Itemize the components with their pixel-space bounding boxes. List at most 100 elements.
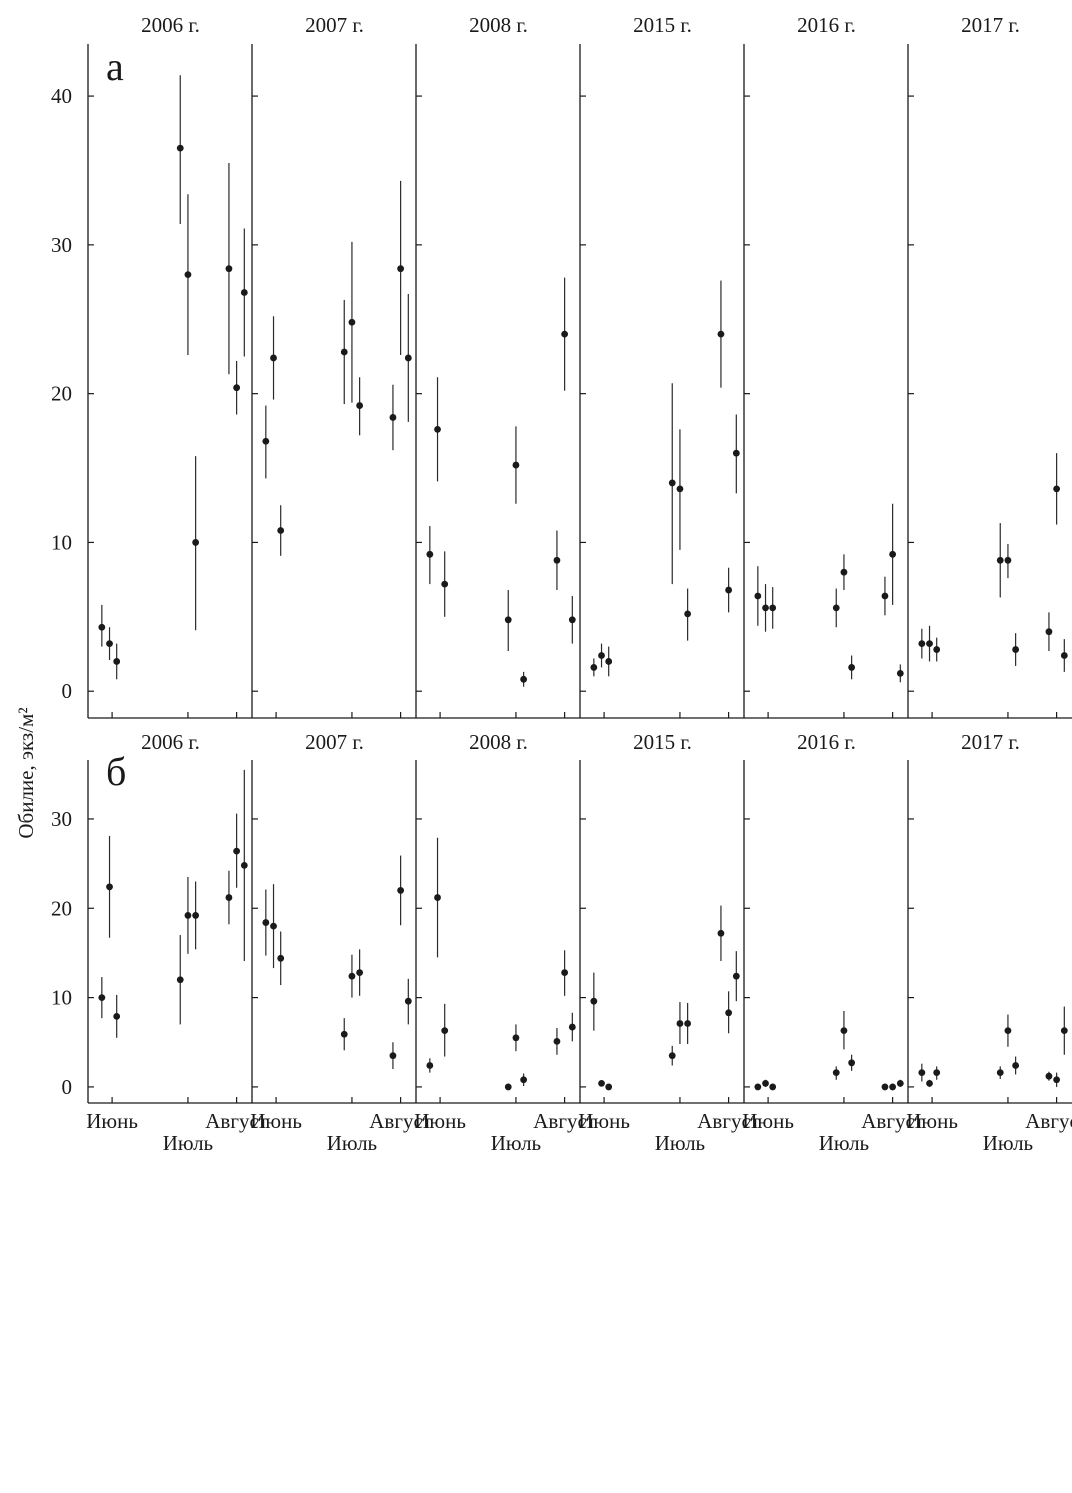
data-point: [598, 1079, 605, 1087]
data-point: [918, 1069, 926, 1077]
y-tick-label: 20: [51, 896, 72, 920]
data-point: [832, 604, 840, 612]
data-point: [404, 997, 412, 1005]
data-point: [684, 610, 692, 618]
data-point: [106, 640, 113, 648]
data-point: [840, 1027, 848, 1035]
data-point: [668, 1052, 676, 1060]
facet-2008: 2008 г.: [415, 13, 580, 719]
data-point: [668, 479, 676, 487]
data-point: [762, 1079, 769, 1087]
facet-title: 2008 г.: [469, 730, 528, 754]
x-tick-label: Июль: [983, 1131, 1033, 1155]
data-point: [926, 640, 933, 648]
data-point: [832, 1069, 840, 1077]
facet-2007: 2007 г.: [251, 13, 416, 719]
data-point: [769, 604, 777, 612]
data-point: [340, 348, 348, 356]
data-point: [725, 586, 733, 594]
y-tick-label: 10: [51, 530, 72, 554]
panel-1: а 2006 г. 0 10 20 30 40 2007 г. 2008 г. 2015 г. 20…: [51, 13, 1072, 719]
data-point: [896, 669, 904, 677]
data-point: [184, 912, 192, 919]
data-point: [561, 330, 569, 338]
data-point: [933, 1069, 941, 1077]
data-point: [881, 592, 889, 600]
data-point: [434, 894, 441, 901]
x-tick-label: Август: [369, 1109, 432, 1133]
data-point: [520, 1076, 528, 1084]
y-tick-label: 30: [51, 807, 72, 831]
x-tick-label: Август: [861, 1109, 924, 1133]
data-point: [590, 997, 598, 1005]
data-point: [404, 354, 412, 362]
data-point: [933, 646, 941, 653]
data-point: [754, 1083, 762, 1091]
data-point: [598, 652, 605, 659]
data-point: [1012, 1062, 1020, 1069]
data-point: [225, 894, 233, 901]
x-tick-label: Июль: [163, 1131, 213, 1155]
data-point: [762, 604, 769, 612]
x-tick-label: Июль: [327, 1131, 377, 1155]
data-point: [434, 425, 441, 433]
data-point: [113, 658, 121, 665]
data-point: [277, 527, 285, 534]
data-point: [192, 912, 200, 919]
data-point: [684, 1020, 692, 1027]
data-point: [996, 556, 1004, 564]
facet-2016: 2016 г.: [743, 13, 908, 719]
data-point: [553, 1037, 561, 1045]
data-point: [1045, 628, 1053, 636]
data-point: [389, 414, 397, 421]
data-point: [184, 271, 192, 279]
data-point: [225, 265, 233, 273]
data-point: [1060, 652, 1068, 659]
data-point: [848, 664, 856, 671]
data-point: [881, 1083, 889, 1091]
panel-label: б: [106, 749, 126, 794]
data-point: [1004, 1027, 1012, 1035]
y-tick-label: 10: [51, 986, 72, 1010]
data-point: [676, 1020, 684, 1027]
facet-title: 2008 г.: [469, 13, 528, 37]
data-point: [561, 969, 569, 976]
data-point: [840, 568, 848, 576]
y-tick-label: 30: [51, 233, 72, 257]
panel-label: а: [106, 44, 124, 89]
data-point: [717, 929, 725, 937]
data-point: [106, 883, 113, 891]
data-point: [754, 592, 762, 600]
data-point: [397, 265, 405, 273]
data-point: [426, 550, 434, 558]
facet-title: 2006 г.: [141, 730, 200, 754]
data-point: [1053, 1076, 1061, 1084]
facet-title: 2017 г.: [961, 730, 1020, 754]
data-point: [340, 1030, 348, 1038]
data-point: [848, 1059, 856, 1067]
facet-2017: 2017 г.: [907, 13, 1072, 719]
data-point: [270, 354, 277, 362]
data-point: [918, 640, 926, 648]
x-tick-label: Июнь: [414, 1109, 466, 1133]
y-tick-label: 0: [62, 679, 73, 703]
facet-2015: 2015 г.: [579, 13, 744, 719]
x-tick-label: Июль: [655, 1131, 705, 1155]
facet-title: 2017 г.: [961, 13, 1020, 37]
data-point: [1004, 556, 1012, 564]
data-point: [270, 922, 277, 930]
data-point: [996, 1069, 1004, 1077]
data-point: [504, 616, 512, 624]
data-point: [1060, 1027, 1068, 1035]
data-point: [605, 658, 613, 665]
data-point: [725, 1009, 733, 1017]
data-point: [1053, 485, 1061, 493]
data-point: [676, 485, 684, 493]
x-tick-label: Июнь: [86, 1109, 138, 1133]
